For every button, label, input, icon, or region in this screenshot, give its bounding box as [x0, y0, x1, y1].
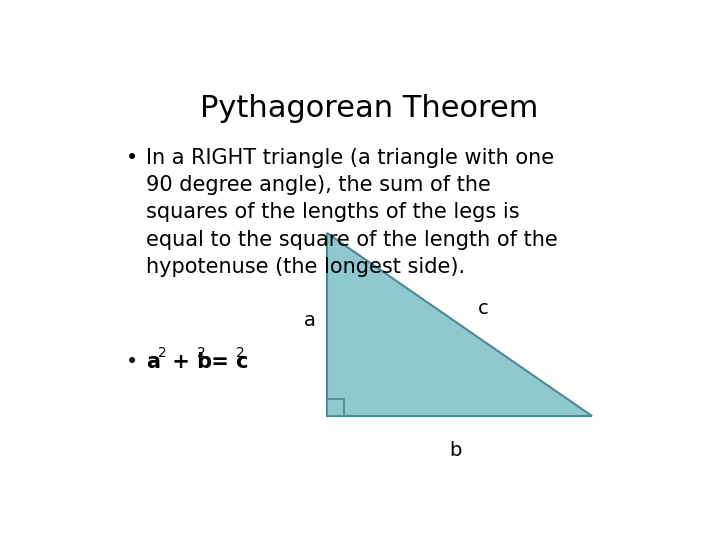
Text: 2: 2 [236, 346, 245, 360]
Text: 2: 2 [158, 346, 167, 360]
Text: In a RIGHT triangle (a triangle with one
90 degree angle), the sum of the
square: In a RIGHT triangle (a triangle with one… [145, 148, 557, 277]
Text: a: a [145, 352, 160, 372]
Text: Pythagorean Theorem: Pythagorean Theorem [200, 94, 538, 123]
Text: b: b [449, 441, 462, 460]
Text: = c: = c [204, 352, 249, 372]
Text: 2: 2 [197, 346, 206, 360]
Polygon shape [327, 233, 593, 416]
Text: + b: + b [166, 352, 212, 372]
Bar [327, 399, 344, 416]
Text: a: a [304, 311, 316, 330]
Text: •: • [126, 148, 138, 168]
Text: •: • [126, 352, 138, 372]
Text: c: c [478, 299, 489, 318]
